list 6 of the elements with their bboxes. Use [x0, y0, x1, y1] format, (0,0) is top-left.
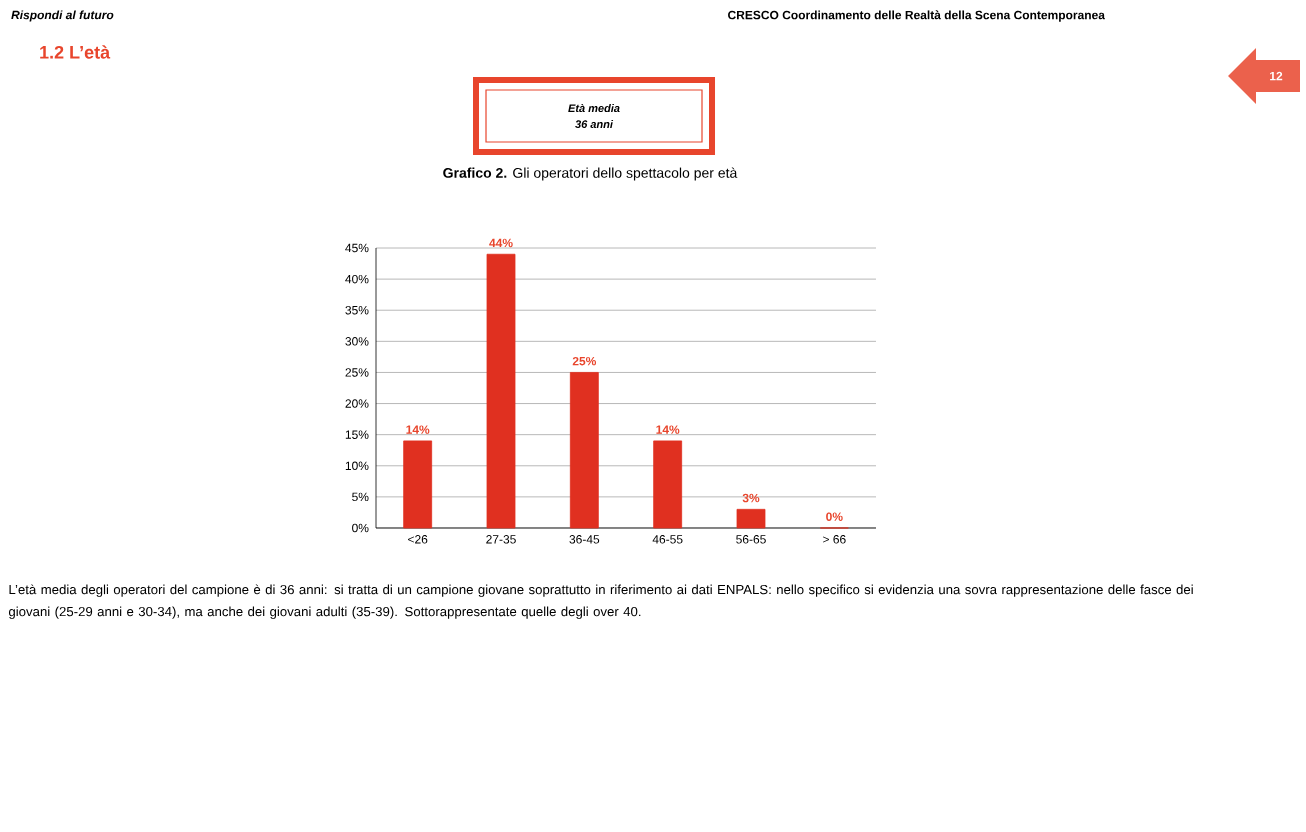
bar: [569, 372, 599, 529]
text: 1.2 L’età: [40, 45, 111, 59]
bar: [653, 440, 683, 529]
bar: [486, 253, 516, 529]
bar: [403, 440, 433, 529]
bar: [736, 508, 766, 529]
